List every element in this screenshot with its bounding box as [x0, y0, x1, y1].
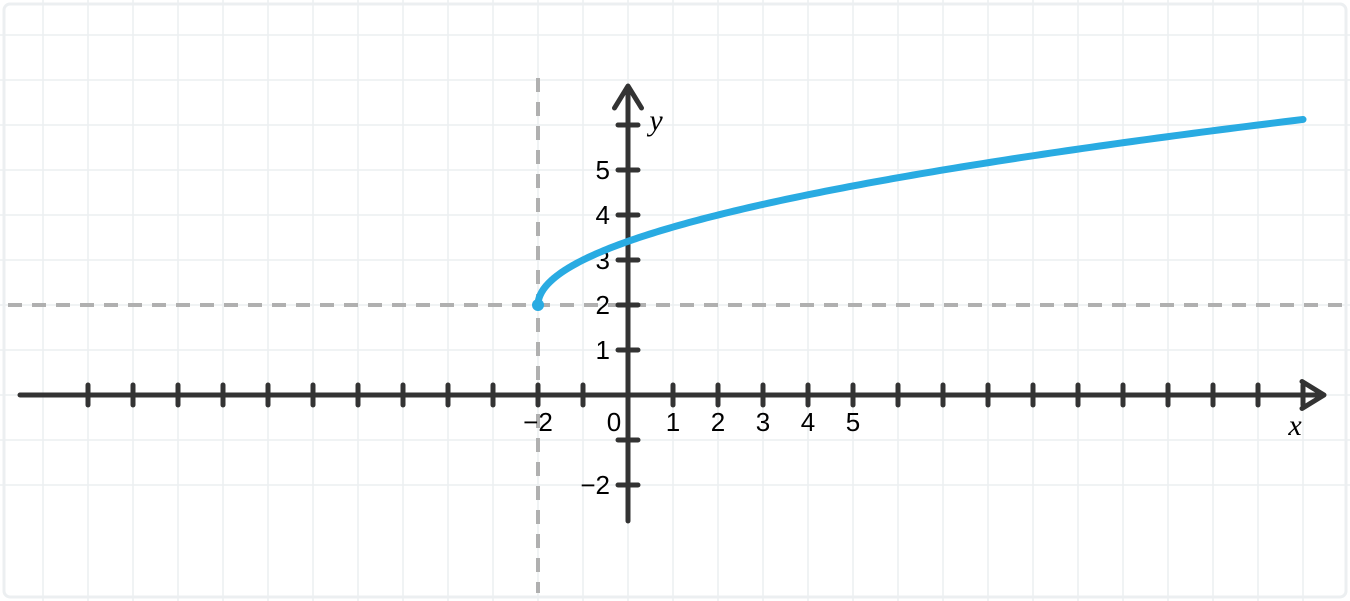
- y-tick-label: −2: [580, 470, 610, 500]
- y-axis-label: y: [646, 104, 663, 137]
- x-tick-label: 0: [607, 407, 621, 437]
- chart-svg: 012345−212345−2xy: [0, 0, 1350, 601]
- x-tick-label: 5: [846, 407, 860, 437]
- y-tick-label: 1: [596, 335, 610, 365]
- x-tick-label: 2: [711, 407, 725, 437]
- sqrt-function-chart: 012345−212345−2xy: [0, 0, 1350, 601]
- y-tick-label: 5: [596, 155, 610, 185]
- x-tick-label: 3: [756, 407, 770, 437]
- y-tick-label: 4: [596, 200, 610, 230]
- y-tick-label: 2: [596, 290, 610, 320]
- x-tick-label: −2: [523, 407, 553, 437]
- x-tick-label: 4: [801, 407, 815, 437]
- x-tick-label: 1: [666, 407, 680, 437]
- x-axis-label: x: [1287, 409, 1302, 442]
- chart-background: [0, 0, 1350, 601]
- curve-start-point: [532, 299, 544, 311]
